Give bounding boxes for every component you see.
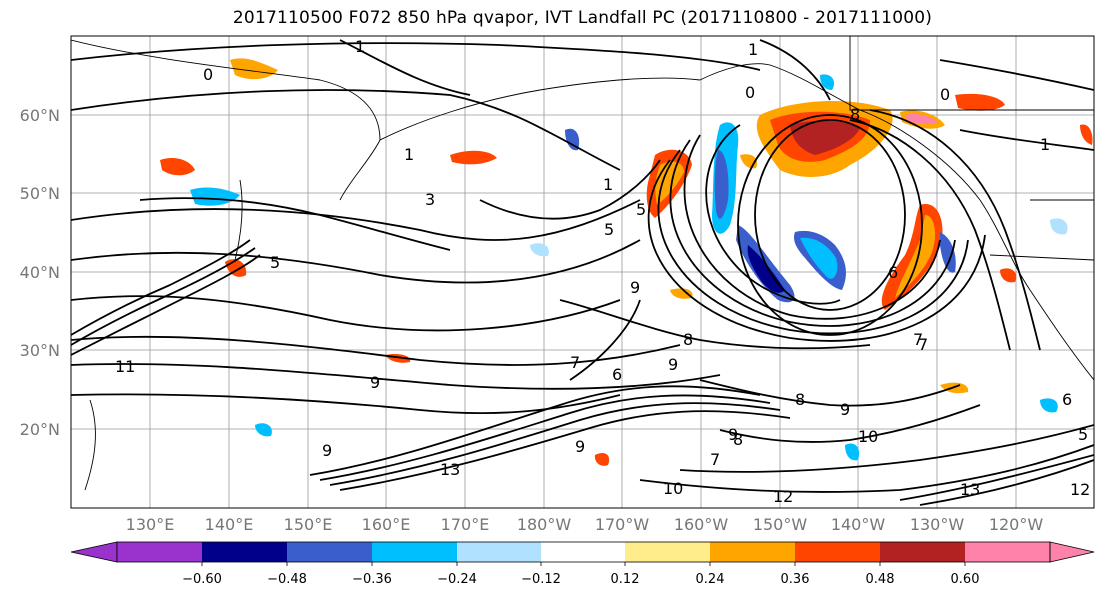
coastlines	[71, 36, 1094, 491]
contour-label: 3	[425, 190, 435, 209]
colorbar-tick-label: −0.24	[437, 572, 477, 587]
contour-label: 9	[668, 355, 678, 374]
contour-label: 5	[270, 253, 280, 272]
contour-label: 8	[683, 330, 693, 349]
contour-label: 6	[612, 365, 622, 384]
lon-tick-label: 170°W	[595, 515, 650, 534]
map-title: 2017110500 F072 850 hPa qvapor, IVT Land…	[232, 8, 933, 28]
contour-label: 8	[850, 105, 860, 124]
shading-positive	[160, 58, 1093, 466]
map-frame	[70, 35, 1095, 509]
lon-axis: 130°E 140°E 150°E 160°E 170°E 180°W 170°…	[126, 515, 1044, 534]
colorbar-segment	[710, 542, 795, 562]
contour-label: 9	[728, 425, 738, 444]
colorbar-tick-label: −0.48	[267, 572, 307, 587]
lon-tick-label: 130°W	[910, 515, 965, 534]
colorbar-lower-extend	[70, 541, 118, 563]
colorbar-tick-label: 0.60	[951, 572, 980, 587]
colorbar-segment	[965, 542, 1050, 562]
colorbar-tick-label: 0.12	[611, 572, 640, 587]
lon-tick-label: 120°W	[989, 515, 1044, 534]
lon-tick-label: 140°E	[205, 515, 254, 534]
colorbar: −0.60 −0.48 −0.36 −0.24 −0.12 0.12 0.24 …	[70, 541, 1095, 587]
colorbar-tick-label: −0.36	[352, 572, 392, 587]
contour-label: 5	[636, 200, 646, 219]
contour-label: 7	[918, 335, 928, 354]
lat-tick-label: 60°N	[20, 106, 60, 125]
contour-label: 1	[1040, 135, 1050, 154]
contour-label: 13	[440, 460, 460, 479]
colorbar-upper-extend	[1049, 541, 1095, 563]
contour-label: 11	[115, 357, 135, 376]
colorbar-segment	[541, 542, 625, 562]
contour-label: 10	[663, 479, 683, 498]
lon-tick-label: 140°W	[831, 515, 886, 534]
lon-tick-label: 170°E	[441, 515, 490, 534]
colorbar-frame	[116, 541, 1051, 563]
lon-tick-label: 180°W	[517, 515, 572, 534]
contour-label: 7	[570, 353, 580, 372]
contour-lines	[71, 39, 1094, 506]
contour-label: 12	[773, 487, 793, 506]
colorbar-segment	[202, 542, 287, 562]
lat-axis: 60°N 50°N 40°N 30°N 20°N	[20, 106, 60, 439]
contour-label: 9	[630, 278, 640, 297]
contour-label: 8	[733, 430, 743, 449]
shading-negative	[190, 74, 1068, 461]
colorbar-segment	[287, 542, 372, 562]
contour-label: 6	[1062, 390, 1072, 409]
colorbar-segment	[457, 542, 541, 562]
colorbar-tick-label: −0.60	[182, 572, 222, 587]
colorbar-segment	[372, 542, 457, 562]
colorbar-segment	[880, 542, 965, 562]
lat-tick-label: 20°N	[20, 420, 60, 439]
contour-label: 0	[203, 65, 213, 84]
contour-label: 8	[795, 390, 805, 409]
lat-tick-label: 30°N	[20, 341, 60, 360]
contour-label: 0	[940, 85, 950, 104]
colorbar-ticks	[201, 562, 966, 566]
contour-label: 5	[1078, 425, 1088, 444]
colorbar-segment	[625, 542, 710, 562]
colorbar-segment	[795, 542, 880, 562]
colorbar-tick-label: 0.24	[696, 572, 725, 587]
contour-label: 9	[840, 400, 850, 419]
lon-tick-label: 130°E	[126, 515, 175, 534]
contour-label: 1	[404, 145, 414, 164]
contour-label: 13	[960, 480, 980, 499]
lon-tick-label: 150°W	[753, 515, 808, 534]
contour-label: 9	[575, 437, 585, 456]
colorbar-tick-label: 0.48	[866, 572, 895, 587]
colorbar-tick-label: −0.12	[521, 572, 561, 587]
contour-label: 0	[745, 83, 755, 102]
contour-label: 6	[888, 263, 898, 282]
contour-label: 1	[748, 40, 758, 59]
colorbar-tick-label: 0.36	[781, 572, 810, 587]
lon-tick-label: 150°E	[284, 515, 333, 534]
contour-label: 1	[603, 175, 613, 194]
contour-label: 9	[370, 373, 380, 392]
contour-label: 9	[322, 441, 332, 460]
contour-label: 5	[604, 220, 614, 239]
colorbar-segment	[117, 542, 202, 562]
contour-label: 10	[858, 427, 878, 446]
lat-tick-label: 50°N	[20, 184, 60, 203]
contour-label: 7	[710, 450, 720, 469]
contour-label: 7	[913, 330, 923, 349]
lon-tick-label: 160°W	[674, 515, 729, 534]
lon-tick-label: 160°E	[362, 515, 411, 534]
contour-label: 12	[1070, 480, 1090, 499]
contour-label: 1	[355, 37, 365, 56]
contour-label-group: 1 0 1 3 5 5 1 5 0 8 1 0 1 9 6 9 8 11 9 7…	[115, 37, 1090, 506]
lat-tick-label: 40°N	[20, 263, 60, 282]
